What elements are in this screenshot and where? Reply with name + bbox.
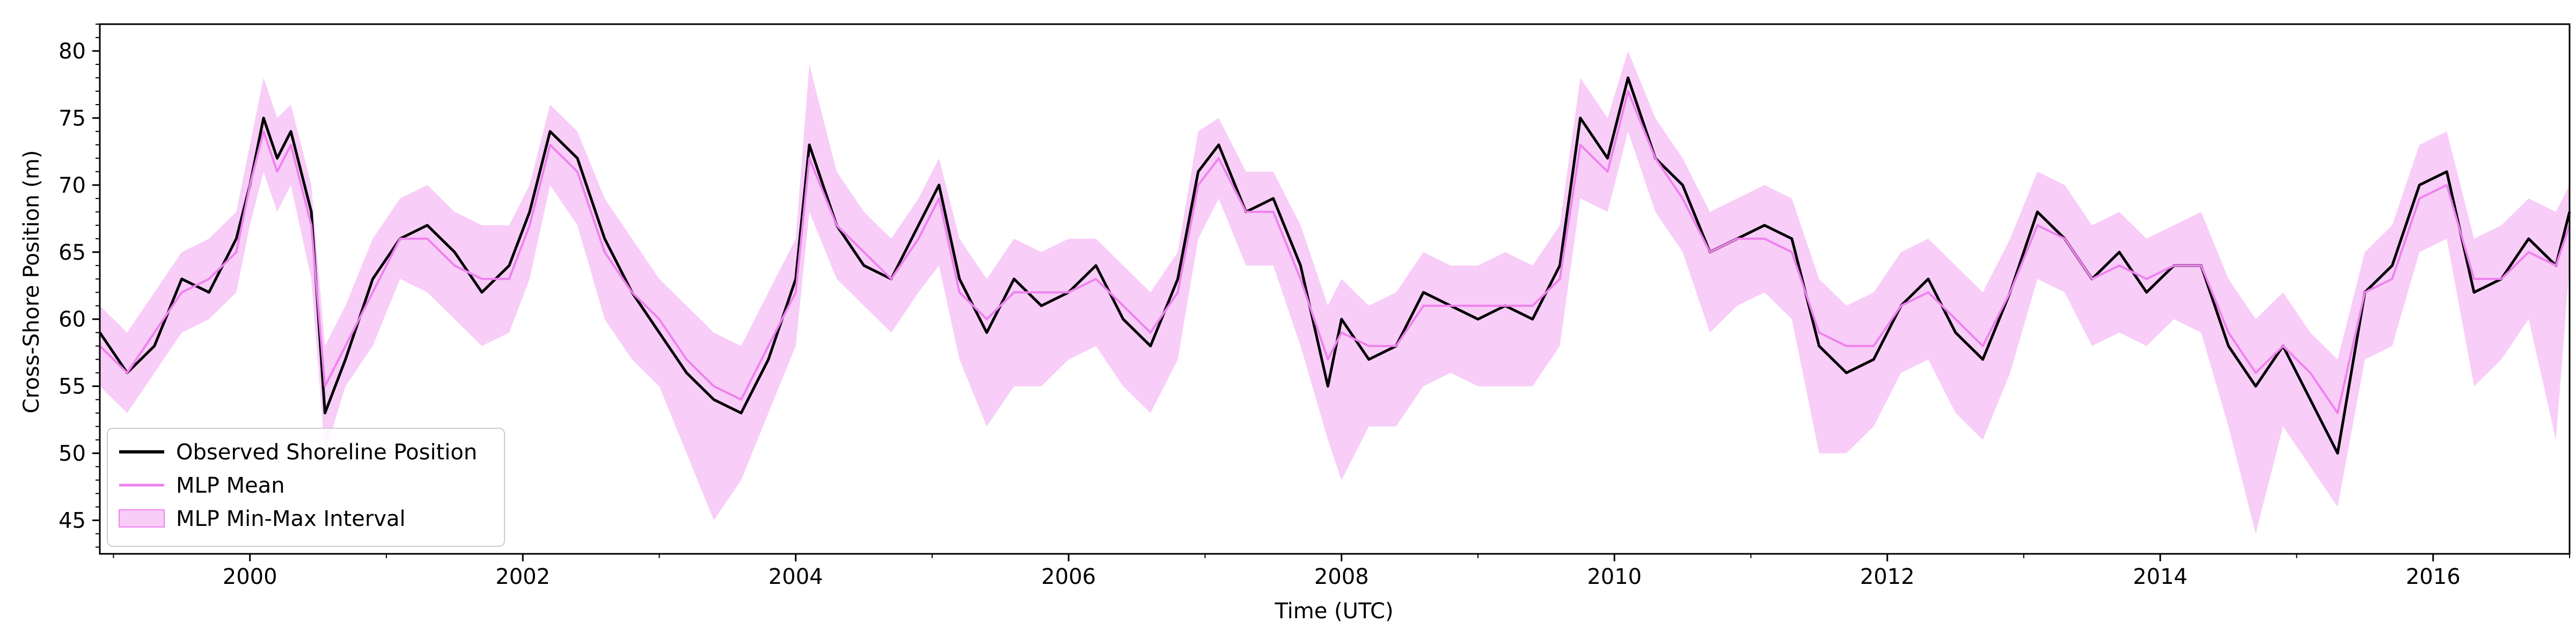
series-line-observed-shoreline-position: [98, 76, 2571, 455]
y-axis-label: Cross-Shore Position (m): [19, 150, 44, 414]
y-tick-label: 50: [58, 442, 86, 466]
legend-label-observed-shoreline-position: Observed Shoreline Position: [176, 440, 477, 465]
series-line-mlp-mean: [99, 90, 2571, 414]
y-tick-label: 80: [58, 39, 86, 64]
legend-label-mlp-mean: MLP Mean: [176, 473, 285, 498]
y-tick-label: 60: [58, 308, 86, 332]
x-tick-label: 2012: [1860, 565, 1915, 589]
x-axis-label: Time (UTC): [1274, 599, 1393, 624]
x-tick-label: 2002: [495, 565, 550, 589]
y-tick-label: 70: [58, 173, 86, 198]
x-tick-label: 2000: [223, 565, 277, 589]
y-tick-label: 65: [58, 240, 86, 265]
series-lines-layer: [98, 76, 2571, 455]
legend-swatch-mlp-min-max-interval: [119, 509, 165, 528]
x-tick-label: 2010: [1587, 565, 1642, 589]
mlp-min-max-interval-band: [100, 51, 2570, 534]
legend-label-mlp-min-max-interval: MLP Min-Max Interval: [176, 507, 406, 531]
x-tick-label: 2014: [2133, 565, 2187, 589]
y-tick-label: 55: [58, 375, 86, 399]
x-tick-label: 2006: [1041, 565, 1096, 589]
legend-box: [107, 428, 505, 547]
axes-layer: 2000 2002 2004 2006 2008 2010 2012 2014 2016 45 50…: [58, 23, 2571, 589]
x-tick-label: 2008: [1314, 565, 1369, 589]
x-tick-label: 2016: [2406, 565, 2461, 589]
y-tick-label: 75: [58, 106, 86, 131]
y-tick-label: 45: [58, 509, 86, 533]
legend: Observed Shoreline Position MLP Mean MLP M…: [107, 428, 505, 547]
plot-frame: [99, 23, 2571, 555]
x-tick-label: 2004: [769, 565, 823, 589]
mlp-min-max-band-layer: [100, 51, 2570, 534]
